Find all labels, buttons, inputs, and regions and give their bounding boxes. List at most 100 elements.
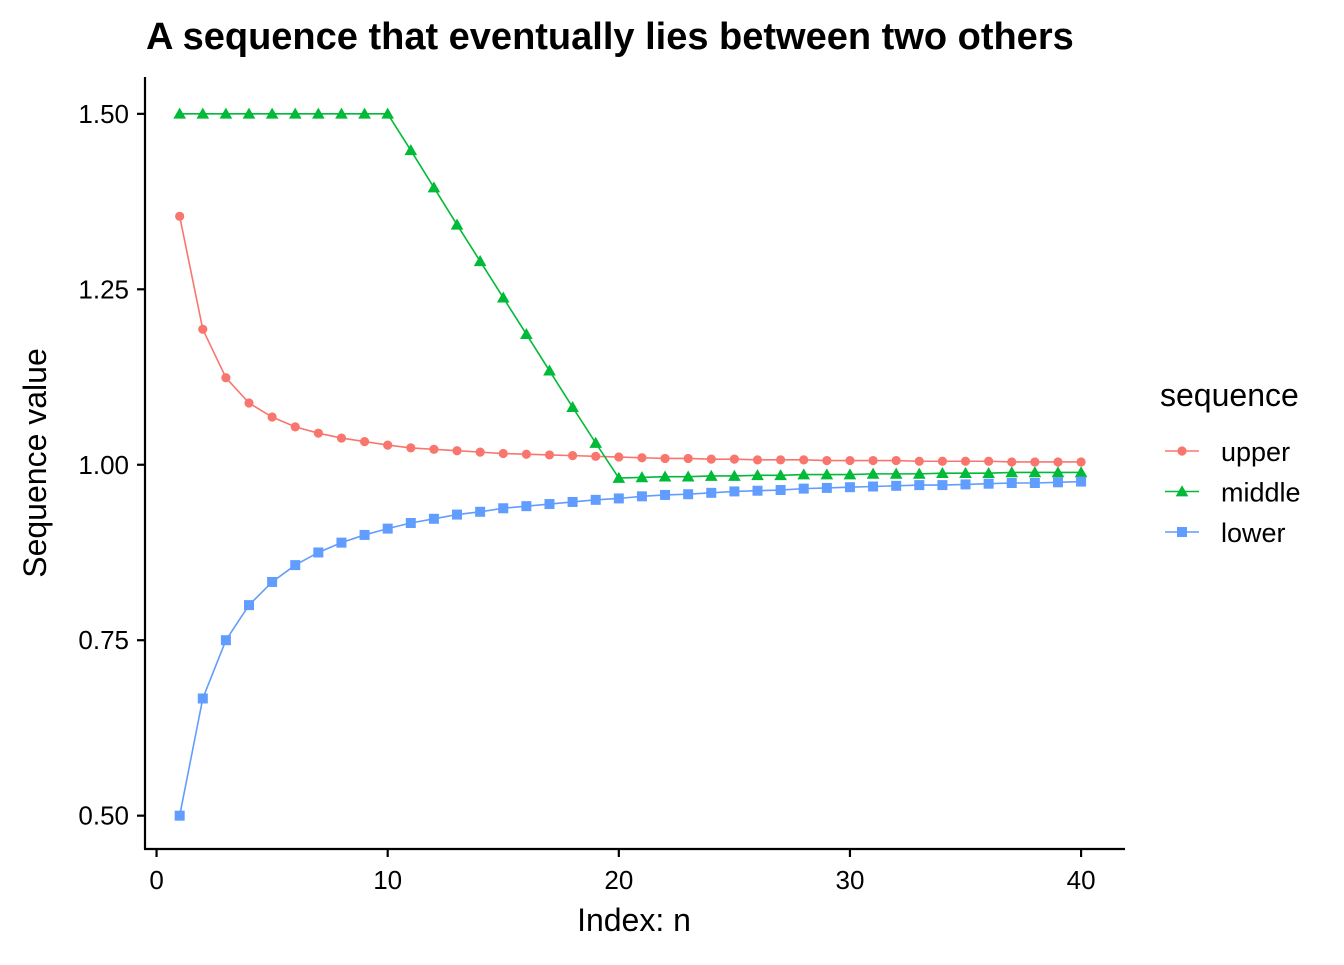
data-point-middle [566, 401, 579, 413]
data-point-middle [982, 466, 995, 479]
data-point-lower [891, 480, 902, 491]
data-point-lower [636, 491, 647, 502]
data-point-upper [359, 436, 370, 447]
data-point-upper [383, 440, 393, 450]
data-point-upper [776, 455, 786, 465]
series-upper [175, 211, 1086, 467]
data-point-middle [959, 466, 972, 479]
data-point-lower [544, 499, 555, 510]
data-point-lower [359, 529, 370, 540]
legend-key-marker [1175, 485, 1189, 497]
y-tick-label: 1.00 [78, 450, 129, 480]
data-point-upper [937, 456, 948, 466]
data-point-lower [914, 480, 925, 491]
data-point-middle [1051, 466, 1065, 478]
y-tick-label: 0.50 [78, 801, 129, 831]
data-point-middle [866, 467, 880, 479]
data-point-lower [521, 501, 532, 512]
data-point-lower [174, 810, 185, 821]
data-point-upper [822, 455, 832, 466]
legend-item-middle: middle [1165, 478, 1301, 508]
data-point-middle [520, 328, 533, 340]
data-point-upper [960, 456, 971, 466]
data-point-lower [1052, 477, 1063, 488]
data-point-lower [428, 513, 439, 524]
data-point-upper [1030, 457, 1040, 467]
y-axis-title: Sequence value [17, 348, 53, 578]
data-point-middle [265, 107, 279, 119]
y-tick-label: 1.25 [78, 274, 129, 304]
data-point-lower [660, 489, 671, 500]
series-middle [173, 107, 1088, 483]
data-point-lower [405, 518, 416, 529]
data-point-lower [706, 487, 717, 498]
data-point-lower [498, 503, 509, 514]
data-point-middle [335, 107, 348, 119]
data-point-upper [914, 456, 924, 466]
data-point-lower [567, 496, 578, 507]
data-point-lower [244, 600, 255, 611]
data-point-lower [821, 482, 832, 493]
data-point-middle [427, 181, 441, 193]
data-point-lower [452, 509, 463, 520]
data-point-middle [450, 218, 464, 230]
data-point-upper [544, 450, 555, 460]
x-tick-label: 30 [835, 865, 864, 895]
data-point-upper [1007, 457, 1017, 467]
data-point-middle [358, 107, 371, 119]
data-point-upper [891, 455, 901, 466]
data-point-lower [937, 480, 948, 491]
data-point-upper [221, 373, 231, 383]
data-point-middle [612, 471, 626, 483]
legend-label: lower [1221, 518, 1286, 548]
legend-label: upper [1221, 437, 1290, 467]
data-point-lower [475, 506, 486, 517]
x-axis-ticks: 0 10 20 30 40 [149, 849, 1096, 895]
data-point-upper [637, 453, 647, 463]
data-point-lower [336, 537, 347, 548]
data-point-upper [198, 324, 208, 334]
data-point-lower [313, 547, 324, 558]
data-point-upper [290, 422, 300, 432]
data-point-middle [496, 291, 510, 303]
data-point-lower [983, 478, 994, 489]
x-axis-title: Index: n [577, 902, 691, 938]
data-point-lower [1006, 478, 1017, 489]
data-point-lower [683, 489, 694, 500]
x-tick-label: 10 [373, 865, 402, 895]
x-tick-label: 0 [149, 865, 163, 895]
data-point-upper [567, 451, 578, 461]
data-point-middle [635, 471, 649, 483]
data-point-middle [219, 107, 233, 119]
data-point-middle [312, 107, 325, 119]
data-point-middle [404, 144, 418, 156]
x-tick-label: 20 [604, 865, 633, 895]
data-point-middle [473, 255, 487, 267]
series-line-middle [179, 113, 1082, 479]
data-point-middle [1005, 466, 1019, 478]
data-point-lower [752, 485, 763, 496]
legend: sequence upper middle lower [1160, 377, 1301, 548]
data-point-middle [1074, 466, 1088, 478]
data-point-middle [936, 466, 949, 479]
y-tick-label: 0.75 [78, 625, 129, 655]
data-point-middle [728, 469, 741, 481]
data-point-upper [683, 453, 693, 464]
data-point-middle [704, 469, 718, 481]
data-point-upper [175, 211, 185, 221]
series-lower [174, 476, 1087, 821]
data-point-middle [242, 107, 256, 119]
data-point-lower [960, 479, 971, 490]
data-point-lower [197, 693, 208, 704]
data-point-upper [660, 453, 670, 464]
data-point-lower [613, 493, 624, 504]
data-point-upper [591, 451, 601, 461]
data-point-lower [868, 481, 879, 492]
data-point-upper [452, 446, 462, 456]
data-point-lower [1076, 476, 1087, 487]
data-point-lower [220, 635, 231, 646]
data-point-middle [288, 107, 302, 119]
series-line-lower [178, 480, 1082, 816]
legend-label: middle [1221, 478, 1301, 508]
